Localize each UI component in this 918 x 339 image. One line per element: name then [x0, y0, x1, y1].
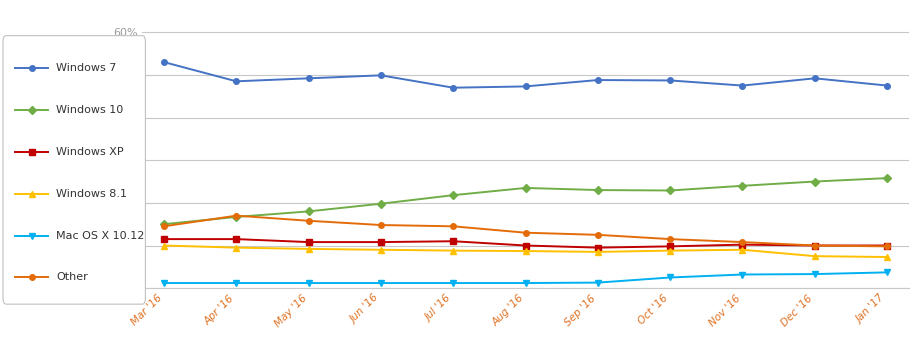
Windows 7 — [737, 83, 748, 87]
Windows 7 — [230, 79, 241, 83]
Windows 7 — [520, 84, 531, 88]
Line: Windows 8.1: Windows 8.1 — [162, 243, 890, 260]
Line: Windows 7: Windows 7 — [162, 59, 890, 91]
Other — [881, 244, 892, 248]
Line: Mac OS X 10.12: Mac OS X 10.12 — [162, 270, 890, 286]
Mac OS X 10.12 — [592, 281, 603, 285]
Windows 7 — [303, 76, 314, 80]
Windows 8.1 — [303, 247, 314, 251]
Windows XP — [230, 237, 241, 241]
FancyBboxPatch shape — [3, 36, 145, 304]
Windows 10 — [230, 215, 241, 219]
Text: Windows XP: Windows XP — [56, 147, 124, 157]
Windows 10 — [810, 179, 821, 183]
Windows XP — [520, 243, 531, 247]
Text: Windows 8.1: Windows 8.1 — [56, 189, 127, 199]
Windows 10 — [665, 188, 676, 193]
Windows 10 — [303, 210, 314, 214]
Windows 8.1 — [375, 248, 386, 252]
Other — [665, 237, 676, 241]
Windows 7 — [665, 78, 676, 82]
Mac OS X 10.12 — [448, 281, 459, 285]
Windows 8.1 — [592, 250, 603, 254]
Windows XP — [303, 240, 314, 244]
Other — [303, 219, 314, 223]
Windows 7 — [592, 78, 603, 82]
Windows 7 — [448, 86, 459, 90]
Windows XP — [159, 237, 170, 241]
Windows XP — [665, 244, 676, 248]
Windows 10 — [448, 193, 459, 197]
Windows 8.1 — [230, 245, 241, 250]
Mac OS X 10.12 — [665, 276, 676, 280]
Other — [159, 224, 170, 228]
Windows 8.1 — [520, 249, 531, 253]
Other — [448, 224, 459, 228]
Windows XP — [375, 240, 386, 244]
Windows 8.1 — [159, 243, 170, 247]
Other — [810, 243, 821, 247]
Windows 10 — [159, 222, 170, 226]
Windows XP — [592, 245, 603, 250]
Windows 8.1 — [665, 248, 676, 253]
Mac OS X 10.12 — [881, 270, 892, 274]
Mac OS X 10.12 — [375, 281, 386, 285]
Other — [592, 233, 603, 237]
Windows 8.1 — [737, 248, 748, 252]
Mac OS X 10.12 — [230, 281, 241, 285]
Text: Other: Other — [56, 272, 88, 282]
Line: Windows 10: Windows 10 — [162, 175, 890, 227]
Windows XP — [810, 243, 821, 247]
Other — [737, 240, 748, 244]
Windows XP — [448, 239, 459, 243]
Mac OS X 10.12 — [810, 272, 821, 276]
Windows 7 — [375, 73, 386, 77]
Line: Windows XP: Windows XP — [162, 236, 890, 251]
Line: Other: Other — [162, 213, 890, 249]
Other — [230, 214, 241, 218]
Windows XP — [881, 243, 892, 247]
Mac OS X 10.12 — [737, 273, 748, 277]
Windows 10 — [881, 176, 892, 180]
Windows 10 — [375, 202, 386, 206]
Windows 8.1 — [881, 255, 892, 259]
Windows 7 — [810, 76, 821, 80]
Windows 10 — [592, 188, 603, 192]
Windows 10 — [520, 186, 531, 190]
Mac OS X 10.12 — [159, 281, 170, 285]
Text: Windows 7: Windows 7 — [56, 63, 117, 74]
Mac OS X 10.12 — [303, 281, 314, 285]
Other — [520, 231, 531, 235]
Windows XP — [737, 243, 748, 247]
Other — [375, 223, 386, 227]
Text: Windows 10: Windows 10 — [56, 105, 123, 115]
Windows 7 — [881, 83, 892, 87]
Text: Mac OS X 10.12: Mac OS X 10.12 — [56, 231, 144, 241]
Windows 8.1 — [810, 254, 821, 258]
Mac OS X 10.12 — [520, 281, 531, 285]
Windows 7 — [159, 60, 170, 64]
Windows 10 — [737, 184, 748, 188]
Windows 8.1 — [448, 248, 459, 253]
